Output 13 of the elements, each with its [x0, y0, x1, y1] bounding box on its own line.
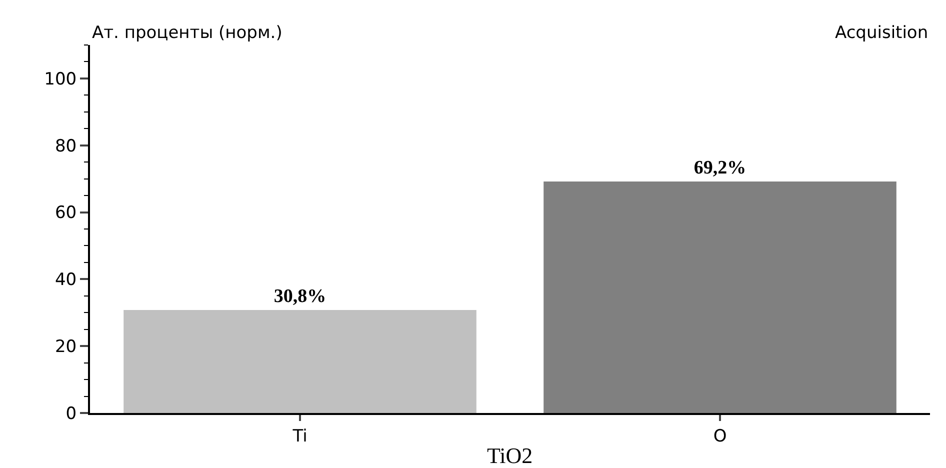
- y-axis-title: Ат. проценты (норм.): [92, 23, 282, 43]
- data-label: 30,8%: [274, 286, 326, 307]
- y-tick-label: 40: [54, 270, 77, 290]
- y-tick-label: 100: [44, 69, 77, 90]
- y-tick-label: 60: [54, 203, 77, 224]
- text: Acquisition: [835, 23, 928, 43]
- y-tick-label: 20: [54, 337, 77, 358]
- x-axis-title: TiO2: [487, 443, 533, 468]
- x-tick-label: O: [713, 426, 727, 446]
- y-tick-label: 0: [66, 404, 77, 424]
- x-tick-label: Ti: [292, 426, 308, 446]
- y-tick-label: 80: [54, 136, 77, 156]
- data-label: 69,2%: [694, 157, 746, 178]
